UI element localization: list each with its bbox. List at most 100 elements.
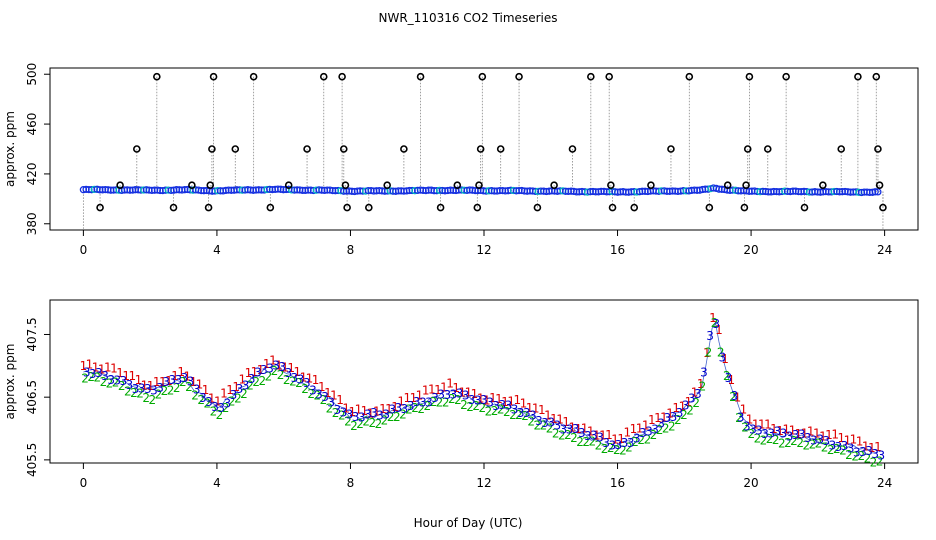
series-3-point: 3	[162, 375, 170, 389]
series-2-point: 2	[845, 448, 853, 462]
series-2-point: 2	[112, 376, 120, 390]
series-3-point: 3	[566, 422, 574, 436]
series-1-point: 1	[599, 429, 607, 443]
series-2-point: 2	[552, 427, 560, 441]
series-2-point: 2	[711, 316, 719, 330]
series-1-point: 1	[263, 357, 271, 371]
series-3-point: 3	[205, 395, 213, 409]
series-2-point: 2	[332, 406, 340, 420]
series-3-point: 3	[425, 395, 433, 409]
series-2-point: 2	[644, 433, 652, 447]
series-3-point: 3	[260, 363, 268, 377]
x-tick-label: 20	[743, 476, 758, 490]
series-3-point: 3	[804, 431, 812, 445]
spike-point	[116, 181, 124, 189]
series-2-point: 2	[381, 414, 389, 428]
series-3-point: 3	[230, 388, 238, 402]
series-2-point: 2	[362, 415, 370, 429]
series-1-point: 1	[856, 434, 864, 448]
series-3-point: 3	[535, 414, 543, 428]
spike-point	[872, 72, 881, 81]
y-tick-label: 407.5	[25, 317, 39, 351]
y-tick-label: 405.5	[25, 443, 39, 477]
series-2-point: 2	[454, 393, 462, 407]
series-3-point: 3	[664, 411, 672, 425]
series-1-point: 1	[770, 422, 778, 436]
spike-point	[647, 181, 655, 189]
series-3-point: 3	[413, 395, 421, 409]
spike-point	[587, 72, 595, 81]
spike-point	[476, 145, 485, 153]
series-1-point: 1	[776, 424, 784, 438]
series-2-point: 2	[705, 345, 713, 359]
spike-point	[341, 181, 350, 189]
series-3-point: 3	[254, 366, 262, 380]
series-3-point: 3	[144, 382, 152, 396]
series-2-point: 2	[423, 399, 431, 413]
series-3-point: 3	[113, 373, 121, 387]
series-1-point: 1	[367, 406, 375, 420]
series-2-point: 2	[313, 388, 321, 402]
series-3-point: 3	[309, 383, 317, 397]
series-2-point: 2	[216, 408, 224, 422]
series-2-point: 2	[466, 400, 474, 414]
series-2-point: 2	[234, 392, 242, 406]
series-2-point: 2	[503, 405, 511, 419]
series-3-point: 3	[657, 416, 665, 430]
series-1-point: 1	[764, 418, 772, 432]
series-2-point: 2	[741, 420, 749, 434]
series-1-point: 1	[171, 369, 179, 383]
series-2-point: 2	[142, 391, 150, 405]
spike-point	[874, 145, 882, 153]
series-3-point: 3	[450, 388, 458, 402]
series-3-point: 3	[431, 391, 439, 405]
series-2-point: 2	[491, 404, 499, 418]
series-2-point: 2	[81, 372, 89, 386]
spike-point	[96, 203, 104, 212]
series-3-point: 3	[456, 387, 464, 401]
series-3-point: 3	[835, 440, 843, 454]
series-3-point: 3	[168, 373, 176, 387]
series-1-point: 1	[190, 375, 198, 389]
series-2-point: 2	[350, 419, 358, 433]
series-2-point: 2	[864, 452, 872, 466]
series-3-point: 3	[602, 436, 610, 450]
series-1-point: 1	[403, 391, 411, 405]
series-2-point: 2	[809, 438, 817, 452]
spike-point	[854, 72, 862, 81]
series-2-point: 2	[472, 399, 480, 413]
series-2-point: 2	[637, 433, 645, 447]
series-1-point: 1	[373, 405, 381, 419]
series-2-point: 2	[203, 397, 211, 411]
top-panel: 0 4 8 12 16 20 24 380 420 460 500 approx. ppm	[3, 63, 919, 257]
series-3-point: 3	[859, 445, 867, 459]
series-1-point: 1	[110, 361, 118, 375]
x-tick-label: 4	[213, 476, 221, 490]
series-3-point: 3	[731, 389, 739, 403]
series-3-point: 3	[419, 395, 427, 409]
series-3-point: 3	[755, 423, 763, 437]
spike-point	[249, 72, 258, 81]
series-3-point: 3	[107, 373, 115, 387]
series-3-point: 3	[223, 396, 231, 410]
y-tick-label: 380	[25, 212, 39, 235]
series-2-point: 2	[368, 416, 376, 430]
series-1-point: 1	[410, 391, 418, 405]
series-3-point: 3	[285, 366, 293, 380]
series-2-point: 2	[399, 408, 407, 422]
series-2-point: 2	[387, 410, 395, 424]
series-2-point: 2	[124, 385, 132, 399]
series-2-point: 2	[521, 409, 529, 423]
series-3-point: 3	[437, 388, 445, 402]
series-1-point: 1	[874, 440, 882, 454]
series-3-point: 3	[639, 426, 647, 440]
series-1-point: 1	[562, 415, 570, 429]
series-1-point: 1	[330, 388, 338, 402]
spike-point	[475, 181, 483, 189]
series-3-point: 3	[786, 429, 794, 443]
series-2-point: 2	[839, 443, 847, 457]
series-3-point: 3	[376, 409, 384, 423]
series-1-point: 1	[147, 379, 155, 393]
series-1-point: 1	[636, 422, 644, 436]
series-1-point: 1	[813, 427, 821, 441]
